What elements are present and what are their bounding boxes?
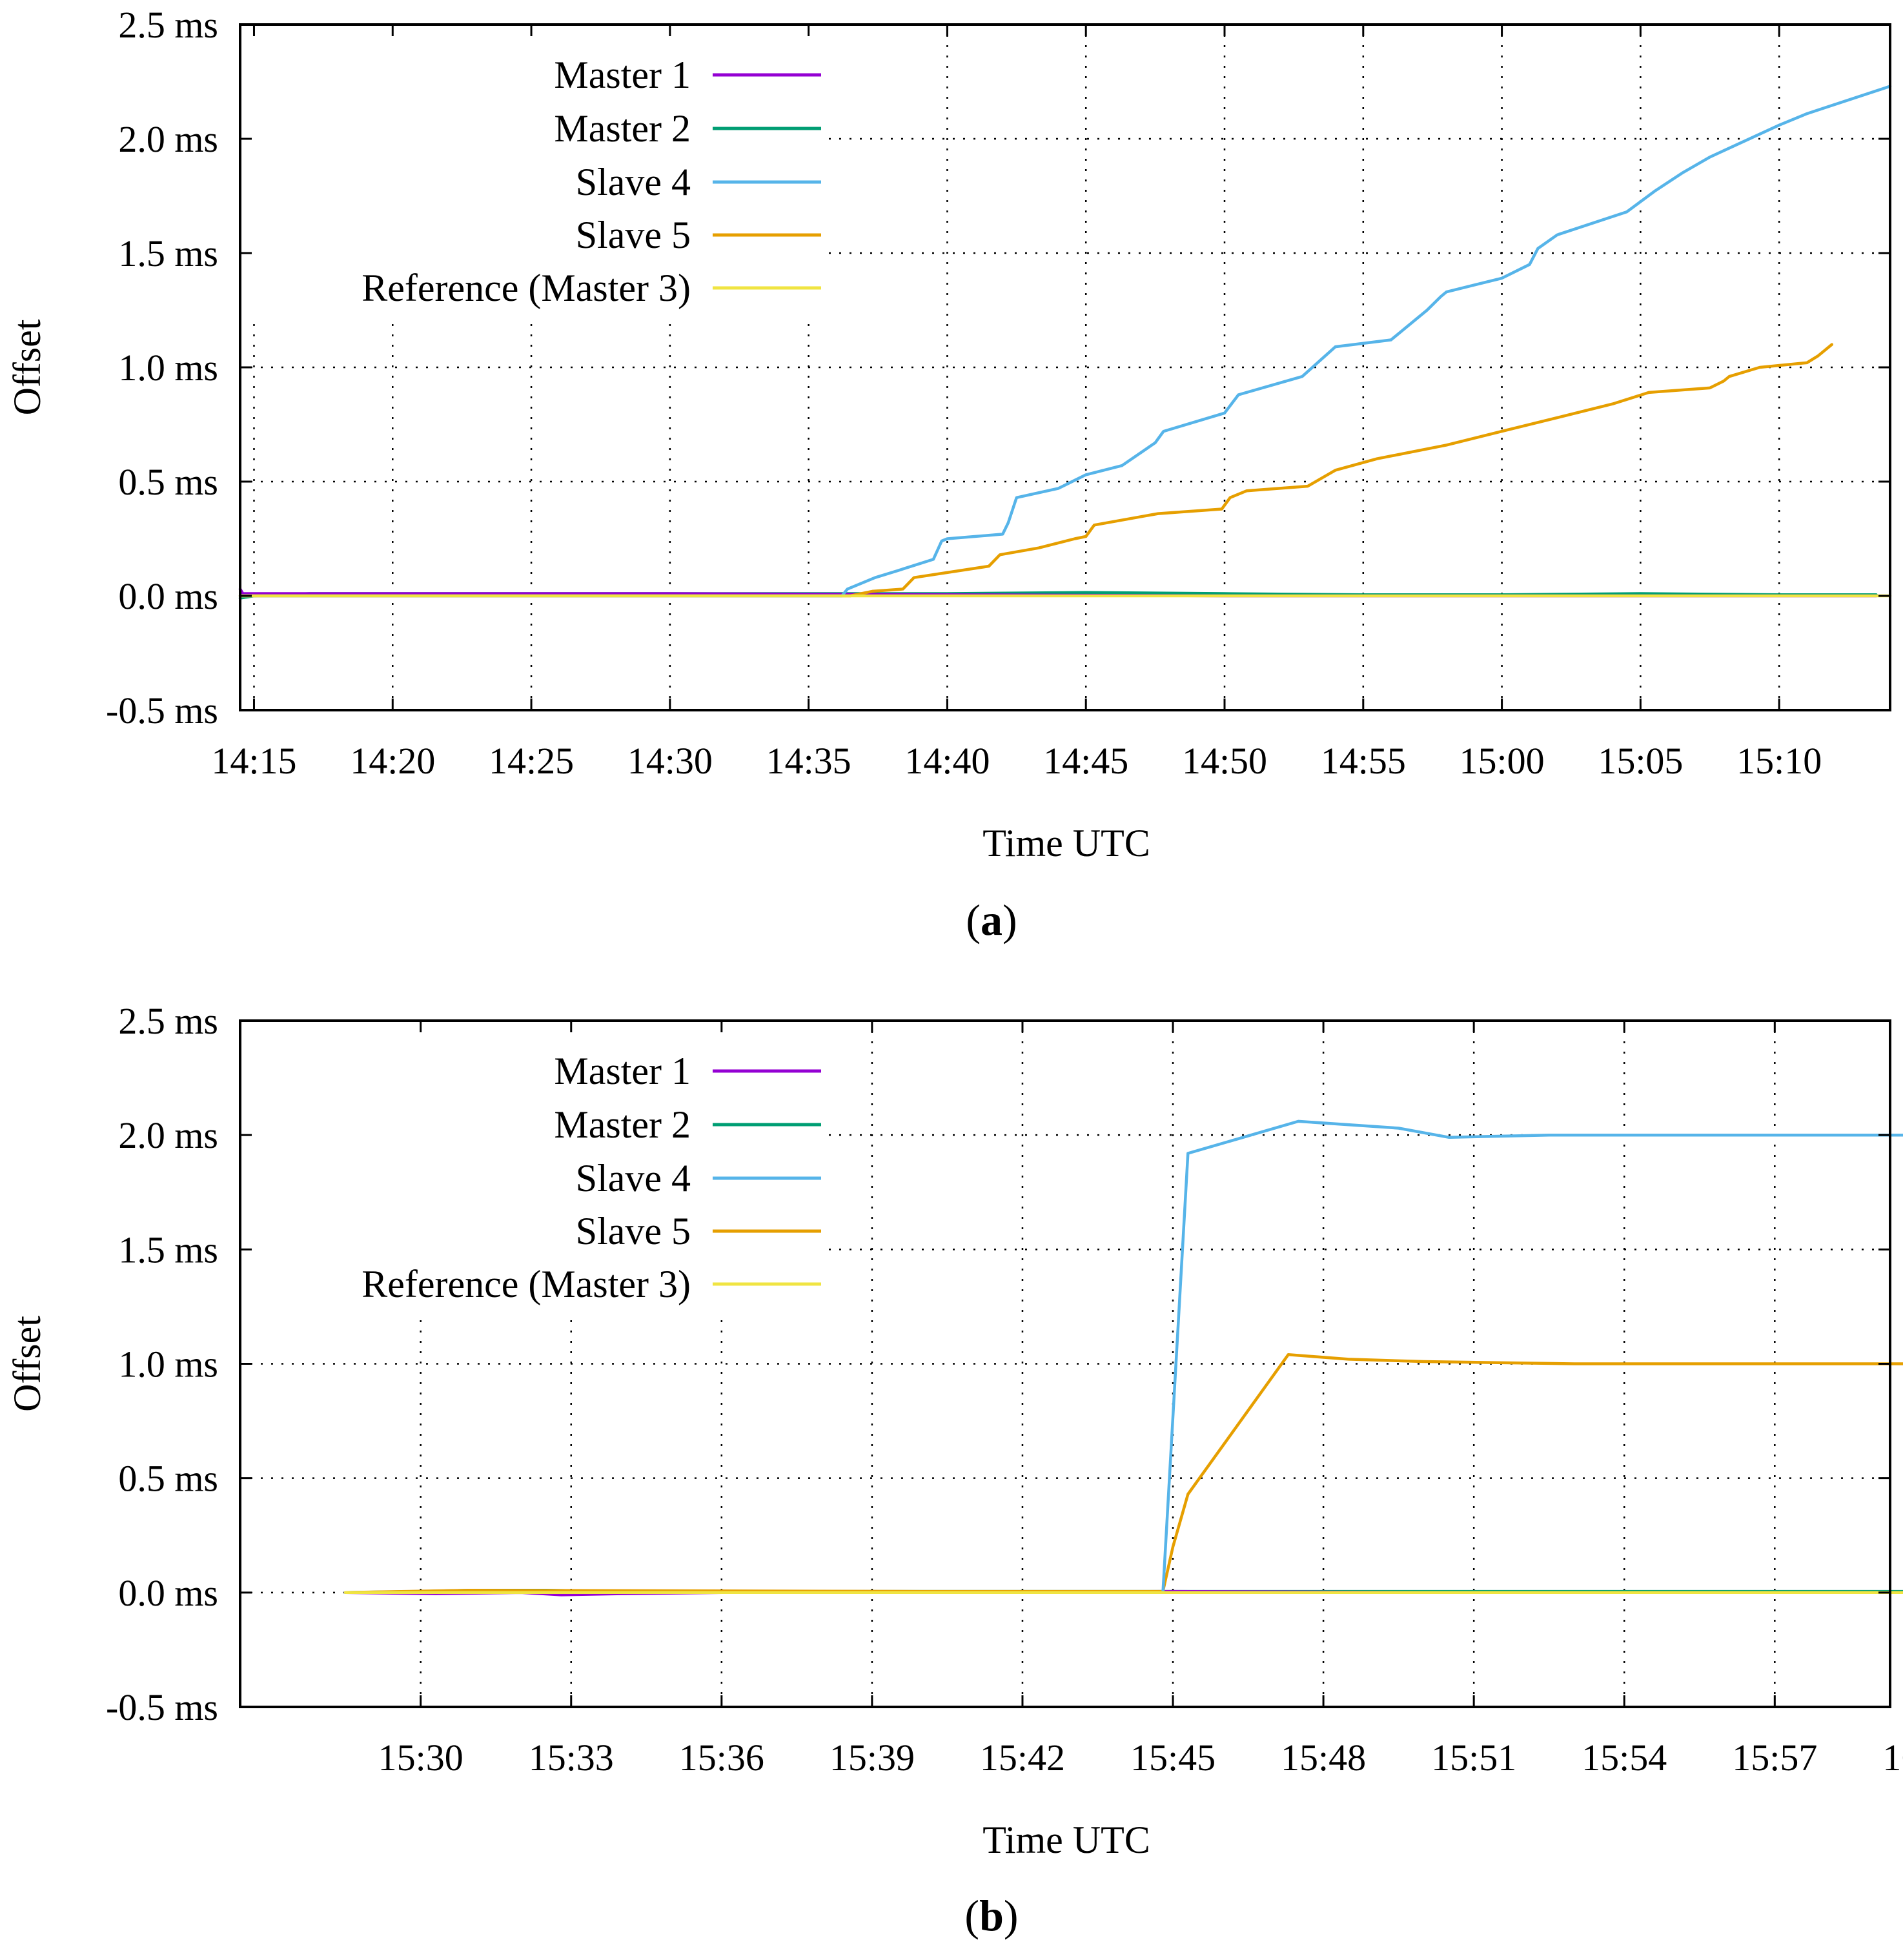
plot-frame [239, 1019, 1891, 1708]
x-tick-label: 15:00 [1460, 740, 1545, 782]
series-line-slave4 [343, 1119, 1903, 1595]
x-tick-label: 14:30 [627, 740, 713, 782]
x-tick-label: 16:00 [1882, 1737, 1903, 1779]
series-group [238, 85, 1892, 600]
caption-open-paren: ( [966, 895, 981, 944]
caption-open-paren: ( [964, 1891, 979, 1940]
y-tick-label: -0.5 ms [106, 689, 218, 731]
caption-close-paren: ) [1004, 1891, 1019, 1940]
y-tick-label: 1.0 ms [118, 347, 218, 389]
y-tick-label: -0.5 ms [106, 1686, 218, 1728]
figure-caption: (b) [964, 1891, 1018, 1940]
x-tick-label: 14:50 [1182, 740, 1267, 782]
y-tick-label: 2.0 ms [118, 118, 218, 160]
legend: Master 1 Master 2 Slave 4 Slave 5 Reference … [361, 54, 821, 309]
caption-letter: b [979, 1891, 1004, 1940]
y-tick-label: 0.5 ms [118, 1458, 218, 1500]
plot-frame [239, 23, 1891, 711]
x-tick-label: 15:05 [1598, 740, 1683, 782]
x-axis-title: Time UTC [982, 822, 1150, 864]
legend: Master 1 Master 2 Slave 4 Slave 5 Reference … [361, 1050, 821, 1305]
figure-caption: (a) [966, 895, 1017, 944]
chart-panel-a: -0.5 ms 0.0 ms 0.5 ms 1.0 ms 1.5 ms 2.0 ms 2.5… [6, 4, 1892, 944]
y-axis-title: Offset [6, 319, 48, 415]
y-axis-title: Offset [6, 1316, 48, 1412]
x-tick-label: 14:55 [1321, 740, 1406, 782]
legend-label: Master 1 [554, 54, 691, 96]
legend-label: Reference (Master 3) [361, 267, 691, 309]
caption-close-paren: ) [1002, 895, 1017, 944]
legend-label: Slave 4 [576, 161, 691, 203]
x-tick-label: 14:20 [350, 740, 435, 782]
x-tick-label: 15:36 [679, 1737, 764, 1779]
x-tick-label: 15:42 [980, 1737, 1065, 1779]
x-tick-label: 15:51 [1431, 1737, 1516, 1779]
x-tick-label: 15:30 [378, 1737, 463, 1779]
legend-label: Master 1 [554, 1050, 691, 1092]
x-tick-label: 14:40 [904, 740, 990, 782]
legend-background [243, 27, 824, 324]
x-tick-label: 14:45 [1043, 740, 1128, 782]
y-tick-label: 1.5 ms [118, 1229, 218, 1271]
x-tick-label: 15:39 [829, 1737, 915, 1779]
x-tick-label: 15:10 [1736, 740, 1822, 782]
x-tick-label: 14:15 [211, 740, 296, 782]
x-tick-label: 15:54 [1582, 1737, 1667, 1779]
y-tick-label: 2.5 ms [118, 1000, 218, 1042]
series-line-slave5 [238, 343, 1834, 598]
axis-ticks [240, 23, 1890, 711]
legend-background [243, 1023, 824, 1320]
series-line-slave4 [238, 85, 1892, 598]
y-tick-label: 0.0 ms [118, 1572, 218, 1614]
y-tick-label: 2.5 ms [118, 4, 218, 46]
legend-label: Master 2 [554, 1103, 691, 1146]
x-tick-label: 15:48 [1281, 1737, 1366, 1779]
x-tick-label: 14:35 [766, 740, 851, 782]
x-tick-label: 15:57 [1732, 1737, 1817, 1779]
x-tick-label: 14:25 [489, 740, 574, 782]
x-axis-title: Time UTC [982, 1819, 1150, 1861]
legend-label: Slave 5 [576, 214, 691, 256]
x-tick-label: 15:45 [1130, 1737, 1216, 1779]
legend-label: Slave 5 [576, 1210, 691, 1252]
y-tick-label: 2.0 ms [118, 1114, 218, 1156]
series-group [343, 1119, 1903, 1597]
legend-label: Slave 4 [576, 1157, 691, 1199]
y-tick-label: 1.0 ms [118, 1343, 218, 1385]
y-tick-label: 0.5 ms [118, 461, 218, 503]
y-tick-label: 1.5 ms [118, 232, 218, 274]
chart-panel-b: -0.5 ms 0.0 ms 0.5 ms 1.0 ms 1.5 ms 2.0 ms 2.5… [6, 1000, 1903, 1940]
legend-label: Master 2 [554, 107, 691, 150]
y-tick-label: 0.0 ms [118, 575, 218, 617]
legend-label: Reference (Master 3) [361, 1263, 691, 1305]
series-line-slave5 [343, 1353, 1903, 1595]
x-tick-label: 15:33 [529, 1737, 614, 1779]
caption-letter: a [981, 895, 1002, 944]
